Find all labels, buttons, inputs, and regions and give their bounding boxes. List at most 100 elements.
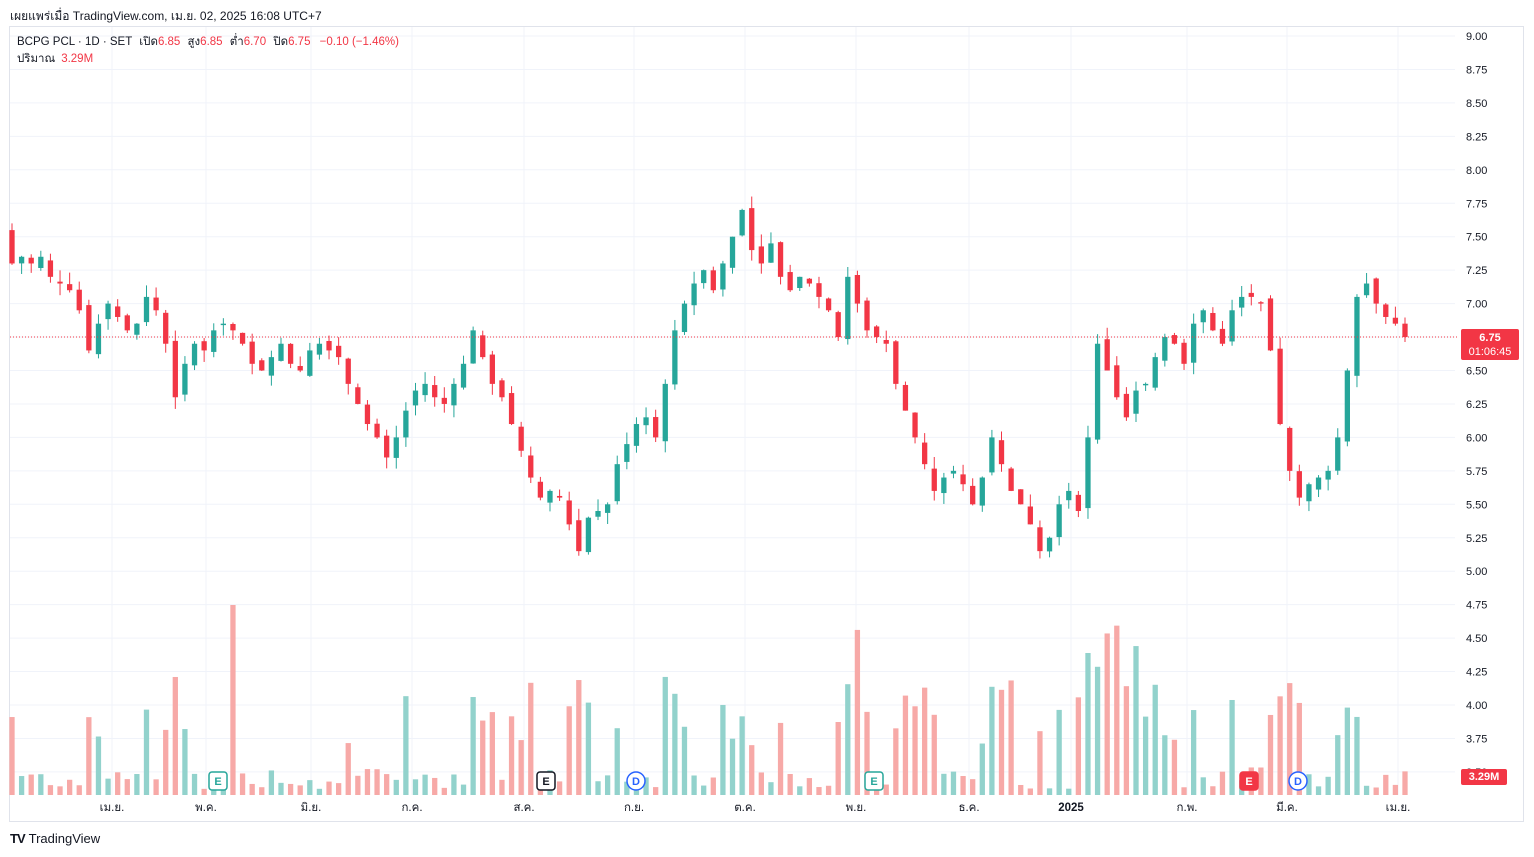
- volume-bar: [970, 779, 976, 795]
- high-label: สูง: [187, 36, 201, 48]
- current-volume-tag: 3.29M: [1461, 769, 1507, 785]
- candle-body: [220, 323, 226, 326]
- candle-body: [595, 510, 601, 517]
- candle-body: [268, 357, 275, 376]
- y-tick-label: 3.75: [1466, 733, 1487, 745]
- volume-bar: [729, 738, 736, 795]
- event-marker-label: D: [632, 776, 640, 788]
- volume-bar: [854, 629, 861, 795]
- current-price-tag: 6.75 01:06:45: [1461, 329, 1519, 360]
- candle-body: [66, 284, 73, 291]
- candle-body: [528, 455, 534, 478]
- candle-body: [806, 278, 813, 284]
- close-value: 6.75: [288, 36, 311, 48]
- volume-bar: [1335, 735, 1341, 795]
- y-tick-label: 4.50: [1466, 633, 1487, 645]
- candle-body: [1210, 312, 1216, 331]
- candle-body: [172, 340, 178, 398]
- candle-body: [960, 474, 966, 485]
- candle-body: [1363, 283, 1370, 296]
- volume-bar: [191, 773, 198, 795]
- candle-body: [576, 520, 582, 552]
- volume-bar: [604, 775, 611, 795]
- published-header: เผยแพร่เมื่อ TradingView.com, เม.ย. 02, …: [10, 9, 322, 23]
- volume-bar: [86, 717, 92, 795]
- current-price-value: 6.75: [1479, 332, 1501, 344]
- y-tick-label: 4.25: [1466, 667, 1487, 679]
- volume-bar: [1383, 774, 1389, 795]
- y-tick-label: 6.25: [1466, 399, 1487, 411]
- y-tick-label: 8.75: [1466, 64, 1487, 76]
- candle-body: [777, 242, 784, 277]
- volume-bar: [883, 784, 889, 795]
- volume-bar: [201, 788, 207, 795]
- candle-body: [1037, 527, 1043, 552]
- volume-bar: [701, 785, 707, 795]
- candle-body: [451, 383, 457, 406]
- candle-body: [614, 464, 620, 502]
- volume-bar: [528, 682, 534, 795]
- event-marker-label: E: [214, 776, 221, 788]
- x-tick-label: มี.ค.: [1276, 801, 1298, 814]
- y-tick-label: 5.50: [1466, 499, 1487, 511]
- volume-bar: [143, 709, 150, 795]
- y-tick-label: 8.50: [1466, 98, 1487, 110]
- dividend-marker-icon: [1288, 771, 1308, 791]
- candle-body: [941, 477, 947, 494]
- candle-body: [1008, 468, 1014, 491]
- volume-bar: [249, 783, 255, 795]
- candle-body: [345, 358, 351, 384]
- candle-body: [403, 410, 409, 438]
- volume-bar: [614, 728, 620, 795]
- y-tick-label: 4.00: [1466, 700, 1487, 712]
- volume-bar: [1277, 696, 1283, 795]
- volume-bar: [1133, 646, 1139, 795]
- candle-body: [105, 303, 111, 320]
- volume-bar: [268, 770, 275, 795]
- candle-body: [115, 306, 121, 317]
- candle-body: [681, 303, 688, 333]
- volume-bar: [384, 774, 390, 795]
- symbol-label[interactable]: BCPG PCL · 1D · SET: [17, 36, 133, 48]
- volume-label: ปริมาณ: [17, 53, 56, 65]
- candle-body: [249, 341, 255, 364]
- x-tick-label: ก.ย.: [624, 802, 644, 814]
- ohlc-row: BCPG PCL · 1D · SET เปิด6.85 สูง6.85 ต่ำ…: [17, 34, 399, 51]
- candle-body: [355, 387, 361, 404]
- volume-bar: [1037, 731, 1043, 795]
- change-value: −0.10 (−1.46%): [319, 36, 399, 48]
- candle-body: [95, 323, 102, 355]
- candle-body: [835, 312, 841, 338]
- volume-bar: [1094, 666, 1101, 795]
- candle-body: [1094, 343, 1101, 440]
- volume-bar: [1181, 787, 1187, 795]
- candle-body: [201, 341, 207, 351]
- candle-body: [912, 412, 918, 438]
- volume-bar: [806, 778, 813, 795]
- candle-body: [873, 326, 880, 338]
- candle-body: [1335, 437, 1341, 471]
- volume-bar: [1354, 716, 1360, 795]
- x-tick-label: ก.พ.: [1177, 802, 1198, 814]
- volume-bar: [278, 782, 284, 795]
- y-tick-label: 5.75: [1466, 466, 1487, 478]
- candle-body: [1383, 304, 1389, 317]
- x-tick-label: พ.ค.: [195, 802, 217, 814]
- candle-body: [1123, 393, 1130, 418]
- candle-body: [441, 397, 447, 404]
- volume-bar: [950, 771, 957, 795]
- candle-body: [1085, 437, 1091, 509]
- volume-bar: [211, 787, 217, 795]
- y-tick-label: 6.00: [1466, 432, 1487, 444]
- volume-bar: [1056, 709, 1062, 795]
- volume-bar: [979, 743, 985, 795]
- candle-body: [1306, 484, 1312, 502]
- x-tick-label: พ.ย.: [846, 802, 867, 814]
- candle-body: [864, 300, 870, 331]
- candle-body: [931, 468, 937, 491]
- open-label: เปิด: [139, 36, 158, 48]
- volume-bar: [345, 743, 351, 795]
- y-tick-label: 8.00: [1466, 165, 1487, 177]
- volume-bar: [1373, 787, 1379, 795]
